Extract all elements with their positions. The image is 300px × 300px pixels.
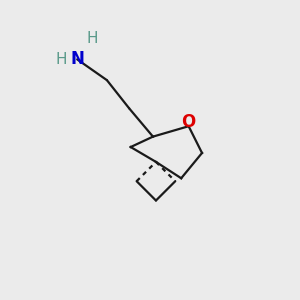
Text: N: N (70, 50, 84, 68)
Text: H: H (86, 31, 98, 46)
Text: H: H (55, 52, 67, 67)
Text: O: O (182, 113, 196, 131)
